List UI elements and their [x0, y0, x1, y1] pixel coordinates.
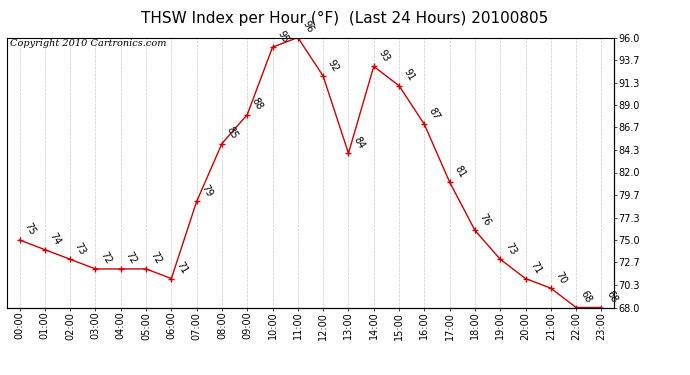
Text: 71: 71: [529, 260, 543, 276]
Text: 73: 73: [503, 241, 518, 256]
Text: 68: 68: [579, 289, 593, 305]
Text: 92: 92: [326, 58, 341, 73]
Text: 91: 91: [402, 68, 417, 83]
Text: 93: 93: [377, 48, 391, 64]
Text: 73: 73: [73, 241, 88, 256]
Text: Copyright 2010 Cartronics.com: Copyright 2010 Cartronics.com: [10, 39, 166, 48]
Text: 72: 72: [124, 251, 139, 266]
Text: 74: 74: [48, 231, 63, 247]
Text: 85: 85: [225, 125, 239, 141]
Text: 84: 84: [351, 135, 366, 150]
Text: 95: 95: [275, 28, 290, 44]
Text: 68: 68: [604, 289, 619, 305]
Text: 76: 76: [477, 212, 493, 228]
Text: 70: 70: [553, 270, 569, 285]
Text: 88: 88: [250, 96, 265, 112]
Text: 72: 72: [98, 251, 113, 266]
Text: 87: 87: [427, 106, 442, 122]
Text: 71: 71: [174, 260, 189, 276]
Text: 72: 72: [149, 251, 164, 266]
Text: 96: 96: [301, 19, 315, 35]
Text: 79: 79: [199, 183, 215, 199]
Text: THSW Index per Hour (°F)  (Last 24 Hours) 20100805: THSW Index per Hour (°F) (Last 24 Hours)…: [141, 11, 549, 26]
Text: 75: 75: [22, 221, 37, 237]
Text: 81: 81: [453, 164, 467, 179]
